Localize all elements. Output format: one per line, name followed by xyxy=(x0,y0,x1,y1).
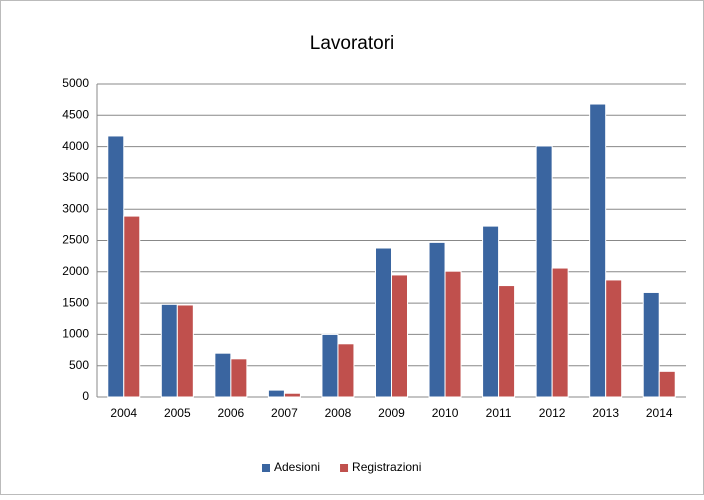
x-tick-label: 2011 xyxy=(486,406,512,420)
bar xyxy=(642,291,660,398)
bar xyxy=(283,392,301,398)
y-tick-label: 3500 xyxy=(62,170,89,184)
bar xyxy=(658,370,676,398)
y-tick-label: 5000 xyxy=(62,76,89,90)
y-tick-label: 3000 xyxy=(62,201,89,215)
y-tick-label: 1000 xyxy=(62,327,89,341)
legend-label: Registrazioni xyxy=(352,460,421,474)
y-tick-label: 4500 xyxy=(62,107,89,121)
bar xyxy=(428,241,446,398)
bar xyxy=(123,215,141,398)
bar xyxy=(176,304,194,398)
x-tick-label: 2004 xyxy=(110,406,137,420)
x-tick-label: 2006 xyxy=(218,406,245,420)
bar xyxy=(535,145,553,398)
bar xyxy=(107,135,125,398)
x-tick-label: 2014 xyxy=(646,406,673,420)
bar xyxy=(321,333,339,398)
y-tick-label: 4000 xyxy=(62,139,89,153)
x-tick-label: 2013 xyxy=(592,406,619,420)
bar xyxy=(605,279,623,398)
legend-swatch xyxy=(262,464,270,472)
y-tick-label: 2000 xyxy=(62,264,89,278)
bar xyxy=(551,267,569,398)
x-tick-label: 2012 xyxy=(539,406,566,420)
x-tick-label: 2005 xyxy=(164,406,191,420)
bar xyxy=(444,270,462,398)
bar xyxy=(230,358,248,398)
legend-swatch xyxy=(340,464,349,472)
x-tick-label: 2009 xyxy=(378,406,405,420)
x-tick-label: 2008 xyxy=(325,406,352,420)
bar xyxy=(482,225,500,398)
y-tick-label: 500 xyxy=(69,358,89,372)
legend-label: Adesioni xyxy=(274,460,320,474)
chart-title: Lavoratori xyxy=(310,33,395,54)
bar xyxy=(375,247,392,398)
bar xyxy=(160,303,178,398)
x-tick-label: 2010 xyxy=(432,406,459,420)
bar xyxy=(498,285,516,398)
x-tick-label: 2007 xyxy=(271,406,298,420)
y-tick-label: 1500 xyxy=(62,295,89,309)
bar xyxy=(267,389,285,398)
bar xyxy=(391,274,408,398)
bar xyxy=(589,103,607,398)
y-tick-label: 0 xyxy=(82,389,89,403)
bar xyxy=(337,343,355,398)
bar xyxy=(214,352,232,398)
y-tick-label: 2500 xyxy=(62,233,89,247)
